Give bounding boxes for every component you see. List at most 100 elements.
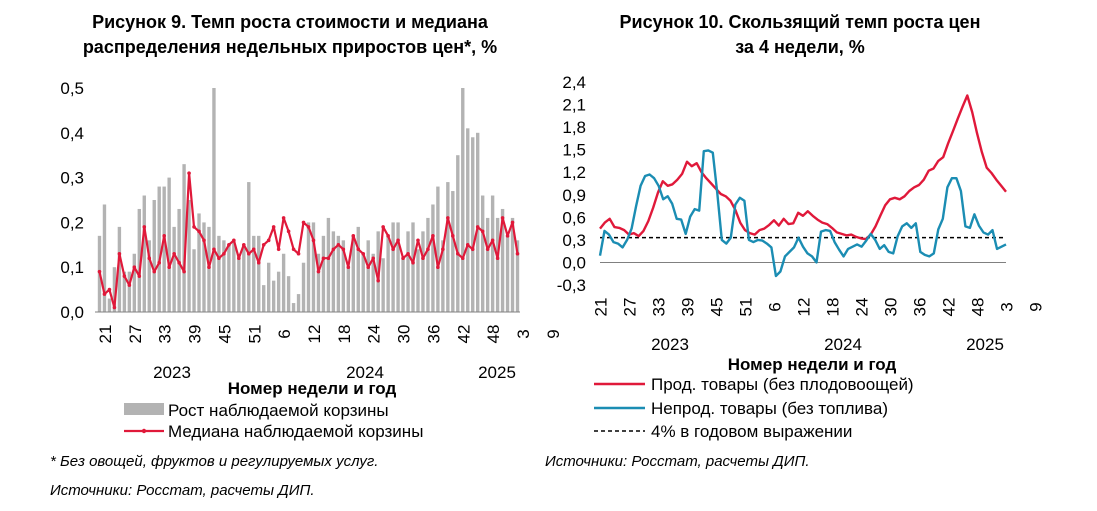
figure10-sources: Источники: Росстат, расчеты ДИП. — [545, 453, 810, 470]
median-point-84 — [515, 251, 520, 256]
bar-growth-week-81 — [500, 208, 505, 312]
median-point-78 — [485, 247, 490, 252]
median-point-68 — [436, 265, 440, 270]
bar-growth-week-9 — [142, 195, 146, 312]
y-tick-label: 0,3 — [562, 231, 586, 250]
x-tick-label: 21 — [592, 298, 611, 317]
bar-growth-week-75 — [471, 137, 475, 312]
median-point-54 — [366, 265, 371, 270]
median-point-81 — [500, 216, 505, 220]
bar-growth-week-43 — [311, 222, 316, 312]
bar-growth-week-15 — [172, 226, 176, 312]
bar-growth-week-19 — [192, 249, 196, 312]
median-point-56 — [376, 278, 380, 283]
bar-growth-week-39 — [291, 303, 296, 312]
median-point-15 — [172, 251, 176, 256]
bar-growth-week-13 — [162, 186, 166, 312]
bar-growth-week-54 — [366, 240, 370, 312]
bar-growth-week-67 — [431, 204, 435, 312]
median-point-9 — [142, 225, 147, 229]
median-point-12 — [157, 260, 162, 265]
median-point-48 — [336, 243, 341, 247]
bar-growth-week-22 — [207, 226, 211, 312]
median-point-27 — [232, 238, 236, 243]
median-point-22 — [207, 265, 211, 270]
median-point-17 — [182, 269, 186, 274]
bar-growth-week-65 — [421, 231, 425, 312]
bar-growth-week-29 — [242, 244, 246, 312]
bar-growth-week-62 — [406, 231, 410, 312]
bar-growth-week-10 — [147, 240, 151, 312]
bar-growth-week-42 — [306, 222, 311, 312]
x-tick-label: 3 — [514, 329, 533, 338]
median-point-51 — [351, 234, 356, 238]
x-tick-label: 48 — [484, 325, 503, 344]
bar-growth-week-45 — [321, 235, 326, 312]
x-tick-label: 21 — [96, 325, 115, 344]
x-tick-label: 42 — [454, 325, 473, 344]
legend-swatch-bars — [124, 403, 164, 415]
bar-growth-week-47 — [331, 231, 336, 312]
bar-growth-week-38 — [286, 276, 291, 312]
bar-growth-week-23 — [212, 88, 216, 312]
bar-growth-week-33 — [262, 285, 266, 312]
y-tick-label: 0,1 — [60, 258, 84, 277]
median-point-44 — [316, 269, 321, 274]
legend-label-4pct: 4% в годовом выражении — [651, 422, 852, 441]
median-point-35 — [271, 225, 276, 229]
median-point-53 — [361, 251, 366, 256]
bar-growth-week-70 — [446, 182, 450, 312]
x-tick-label: 18 — [824, 298, 843, 317]
median-point-69 — [441, 247, 445, 252]
y-tick-label: 0,9 — [562, 186, 586, 205]
x-year-label: 2023 — [153, 363, 191, 382]
bar-growth-week-1 — [102, 204, 107, 312]
x-tick-label: 36 — [424, 325, 443, 344]
median-point-0 — [97, 269, 102, 274]
median-point-11 — [152, 269, 157, 274]
bar-growth-week-35 — [271, 280, 276, 312]
legend-label-median: Медиана наблюдаемой корзины — [168, 422, 423, 441]
x-tick-label: 45 — [708, 298, 727, 317]
figure10-title-line2: за 4 недели, % — [735, 37, 865, 57]
median-point-41 — [301, 220, 306, 225]
x-tick-label: 33 — [156, 325, 175, 344]
bar-growth-week-72 — [456, 155, 460, 312]
legend-label-food: Прод. товары (без плодовоощей) — [651, 375, 914, 394]
median-point-16 — [177, 260, 181, 265]
median-point-65 — [421, 256, 425, 261]
median-point-77 — [480, 229, 485, 234]
median-point-23 — [212, 247, 216, 252]
bar-growth-week-71 — [451, 191, 455, 312]
median-point-50 — [346, 265, 351, 270]
bar-growth-week-25 — [222, 240, 226, 312]
bar-growth-week-11 — [152, 200, 156, 312]
median-point-58 — [386, 234, 390, 238]
figure10-title-line1: Рисунок 10. Скользящий темп роста цен — [619, 12, 981, 32]
median-point-82 — [505, 234, 510, 238]
median-point-26 — [227, 243, 231, 247]
y-tick-label: 0,0 — [60, 303, 84, 322]
x-tick-label: 48 — [969, 298, 988, 317]
x-axis-title: Номер недели и год — [728, 355, 897, 374]
median-point-70 — [446, 216, 450, 220]
median-point-6 — [127, 283, 132, 287]
median-point-52 — [356, 247, 361, 252]
bar-growth-week-7 — [132, 253, 137, 312]
bar-growth-week-30 — [247, 182, 251, 312]
median-point-42 — [306, 225, 311, 229]
bar-growth-week-51 — [351, 235, 355, 312]
bar-growth-week-63 — [411, 222, 415, 312]
x-tick-label: 27 — [126, 325, 145, 344]
median-point-39 — [291, 247, 296, 252]
bar-growth-week-84 — [515, 240, 520, 312]
bar-growth-week-60 — [396, 222, 400, 312]
median-point-31 — [251, 247, 256, 252]
x-tick-label: 45 — [215, 325, 234, 344]
bar-growth-week-52 — [356, 226, 360, 312]
median-point-30 — [246, 251, 251, 256]
median-point-67 — [431, 234, 435, 238]
bar-growth-week-74 — [466, 128, 470, 312]
median-point-4 — [117, 251, 122, 256]
